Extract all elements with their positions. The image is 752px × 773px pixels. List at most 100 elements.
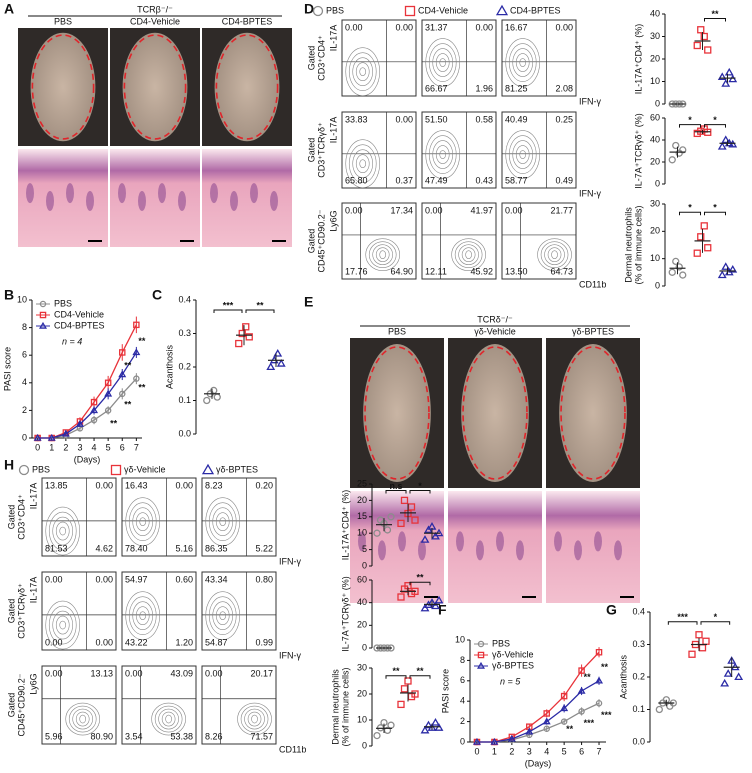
legend-label: PBS (32, 464, 50, 474)
quadrant-value: 21.77 (550, 205, 573, 215)
x-tick-label: 4 (544, 746, 549, 756)
point (724, 67, 734, 76)
quadrant-value: 16.67 (505, 22, 528, 32)
bracket (704, 18, 726, 22)
point (133, 375, 140, 382)
quadrant-value: 4.62 (95, 543, 113, 553)
x-tick-label: 7 (134, 442, 139, 452)
significance: * (418, 481, 422, 491)
hair-follicle (178, 190, 186, 211)
x-tick-label: 2 (63, 442, 68, 452)
legend-marker (477, 640, 485, 648)
group-label: γδ-Vehicle (474, 326, 516, 336)
contour (435, 53, 450, 72)
quadrant-value: 0.00 (345, 22, 363, 32)
y-tick-label: 0.0 (632, 736, 645, 746)
contour (139, 611, 147, 620)
lesion-outline (123, 34, 187, 140)
quadrant-value: 0.00 (95, 480, 113, 490)
flow-plot (121, 665, 197, 745)
point (507, 734, 516, 742)
contour (139, 517, 147, 526)
quadrant-value: 41.97 (470, 205, 493, 215)
hair-follicle (378, 540, 386, 561)
contour (48, 511, 77, 551)
quadrant-value: 53.38 (170, 731, 193, 741)
hair-follicle (158, 183, 166, 204)
point (695, 631, 703, 639)
flow-plot (341, 111, 417, 189)
point (679, 271, 687, 279)
quadrant-value: 0.00 (475, 22, 493, 32)
contour (345, 47, 381, 96)
significance: ** (416, 666, 424, 676)
contour (355, 154, 370, 173)
legend-label: CD4-BPTES (510, 5, 561, 15)
point (688, 650, 696, 658)
point (578, 667, 585, 674)
y-tick-label: 40 (650, 134, 660, 144)
significance: ** (138, 383, 146, 393)
gate-label: Gated (306, 138, 316, 163)
contour (458, 244, 479, 265)
contour (240, 705, 269, 733)
point (242, 323, 250, 331)
contour (505, 130, 541, 179)
quadrant-value: 0.00 (45, 574, 63, 584)
y-marker: IL-17A (28, 577, 38, 604)
legend-marker (312, 5, 324, 17)
point (420, 725, 430, 734)
contour (359, 67, 367, 76)
quadrant-value: 8.23 (205, 480, 223, 490)
y-tick-label: 8 (460, 655, 465, 665)
point (721, 79, 731, 87)
legend-marker (477, 661, 485, 669)
y-tick-label: 6 (460, 675, 465, 685)
hair-follicle (66, 183, 74, 204)
point (397, 519, 405, 528)
significance: *** (223, 300, 234, 310)
y-marker: IL-17A (328, 117, 338, 144)
point (47, 433, 56, 441)
group-label: PBS (54, 16, 72, 26)
quadrant-value: 0.00 (45, 668, 63, 678)
contour (165, 714, 172, 724)
lesion-outline (215, 34, 279, 140)
group-label: PBS (388, 326, 406, 336)
point (119, 349, 126, 356)
contour (215, 512, 230, 531)
point (213, 393, 221, 401)
hair-follicle (574, 540, 582, 561)
y-axis-label: Acanthosis (618, 654, 628, 699)
quadrant-value: 47.49 (425, 175, 448, 185)
significance: ** (601, 662, 609, 672)
point (119, 390, 126, 398)
point (578, 708, 585, 715)
quadrant-value: 3.54 (125, 731, 143, 741)
significance: n.s (389, 481, 402, 491)
quadrant-value: 13.85 (45, 480, 68, 490)
legend-marker (404, 5, 416, 17)
bracket (704, 124, 726, 128)
group-label: γδ-BPTES (572, 326, 614, 336)
point (728, 74, 738, 83)
contour (151, 702, 186, 736)
point (655, 705, 663, 714)
quadrant-value: 45.92 (470, 266, 493, 276)
legend-label: γδ-BPTES (492, 660, 534, 670)
y-axis-label: PASI score (2, 347, 12, 391)
quadrant-value: 0.37 (395, 175, 413, 185)
point (734, 672, 744, 681)
x-axis-label: (Days) (74, 454, 101, 464)
quadrant-value: 8.26 (205, 731, 223, 741)
legend-label: CD4-Vehicle (418, 5, 468, 15)
quadrant-value: 5.96 (45, 731, 63, 741)
contour (128, 596, 157, 635)
y-tick-label: 5 (362, 544, 367, 554)
x-tick-label: 5 (106, 442, 111, 452)
y-tick-label: 0 (362, 560, 367, 570)
y-tick-label: 30 (650, 198, 660, 208)
y-axis-label: IL-17A⁺CD4⁺ (%) (633, 24, 643, 95)
point (373, 731, 381, 740)
bracket (704, 211, 726, 216)
